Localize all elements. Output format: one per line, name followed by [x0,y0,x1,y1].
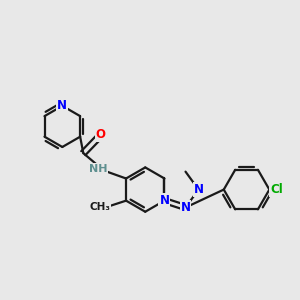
Text: O: O [96,128,106,141]
Text: CH₃: CH₃ [89,202,110,212]
Text: N: N [181,201,190,214]
Text: N: N [159,194,170,207]
Text: N: N [57,99,67,112]
Text: Cl: Cl [270,183,283,196]
Text: N: N [194,183,203,196]
Text: NH: NH [89,164,107,174]
